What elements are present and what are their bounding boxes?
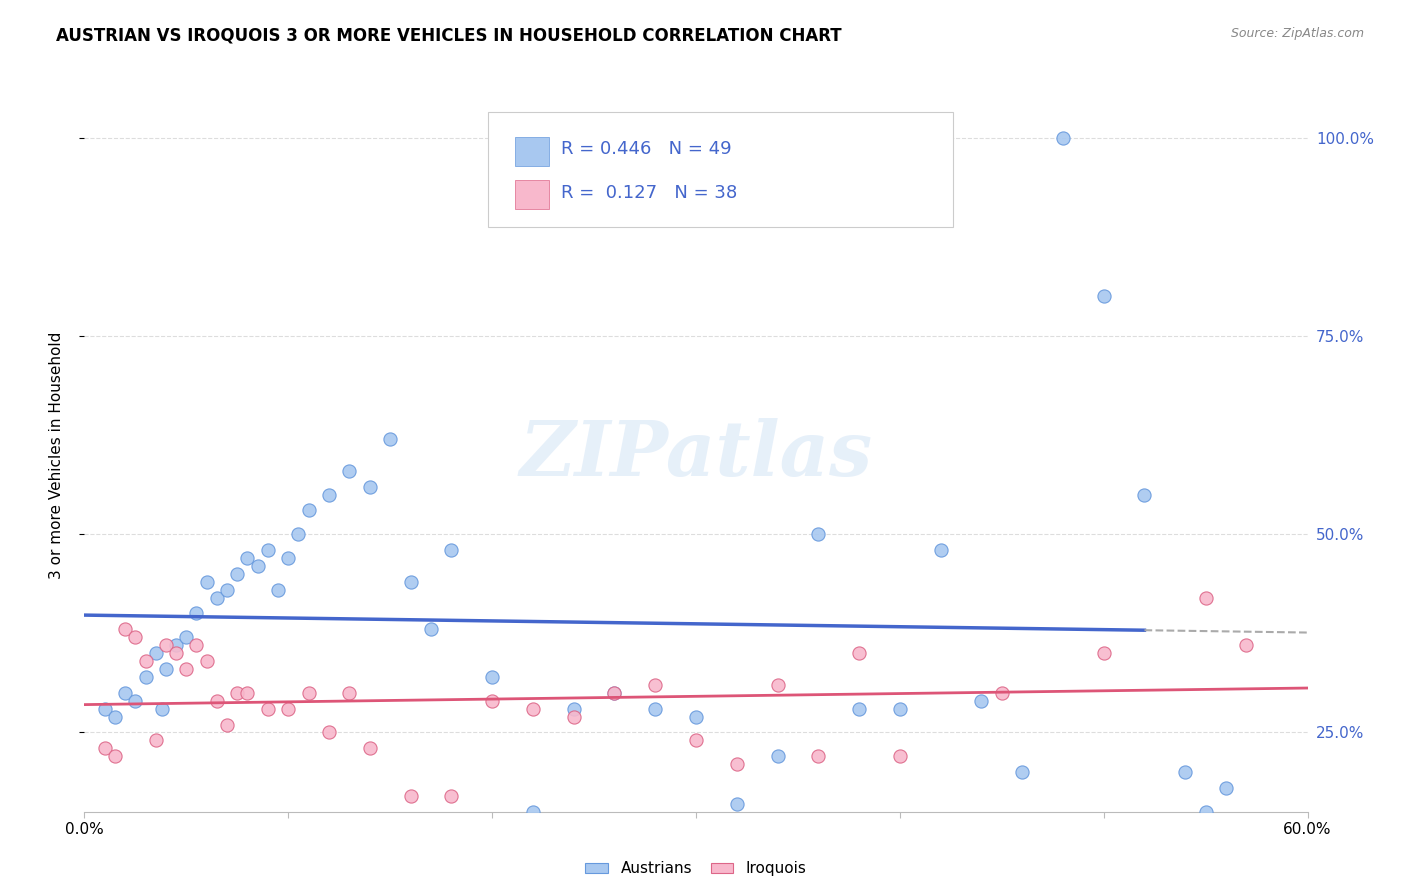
Point <box>481 670 503 684</box>
Point <box>267 582 290 597</box>
Point <box>766 749 789 764</box>
FancyBboxPatch shape <box>515 180 550 209</box>
Point <box>1195 591 1218 605</box>
Point <box>145 646 167 660</box>
Point <box>186 638 208 652</box>
Point <box>603 686 626 700</box>
Point <box>644 678 666 692</box>
Point <box>889 749 911 764</box>
Point <box>685 733 707 747</box>
Point <box>440 789 463 803</box>
Point <box>440 543 463 558</box>
Text: Source: ZipAtlas.com: Source: ZipAtlas.com <box>1230 27 1364 40</box>
Text: R =  0.127   N = 38: R = 0.127 N = 38 <box>561 184 738 202</box>
Point <box>562 701 585 715</box>
Point <box>889 701 911 715</box>
Point <box>174 662 197 676</box>
Legend: Austrians, Iroquois: Austrians, Iroquois <box>579 855 813 882</box>
FancyBboxPatch shape <box>488 112 953 227</box>
Point <box>481 694 503 708</box>
Point <box>807 527 830 541</box>
Point <box>339 686 361 700</box>
Point <box>165 638 187 652</box>
Point <box>1236 638 1258 652</box>
Point <box>246 558 269 573</box>
Point <box>195 654 218 668</box>
Point <box>226 566 249 581</box>
Point <box>399 789 422 803</box>
Point <box>562 709 585 723</box>
Point <box>1133 487 1156 501</box>
Point <box>287 527 309 541</box>
Point <box>135 670 157 684</box>
Point <box>226 686 249 700</box>
Text: R = 0.446   N = 49: R = 0.446 N = 49 <box>561 141 733 159</box>
Point <box>522 805 544 819</box>
Point <box>766 678 789 692</box>
Point <box>1092 646 1115 660</box>
Point <box>991 686 1014 700</box>
Y-axis label: 3 or more Vehicles in Household: 3 or more Vehicles in Household <box>49 331 63 579</box>
Point <box>298 503 321 517</box>
Point <box>150 701 173 715</box>
Point <box>848 646 870 660</box>
Point <box>155 638 177 652</box>
Point <box>420 623 443 637</box>
FancyBboxPatch shape <box>515 137 550 166</box>
Point <box>93 741 117 756</box>
Point <box>135 654 157 668</box>
Point <box>277 551 299 566</box>
Point <box>359 741 381 756</box>
Point <box>114 623 136 637</box>
Point <box>145 733 167 747</box>
Point <box>236 551 259 566</box>
Point <box>205 591 228 605</box>
Point <box>155 662 177 676</box>
Point <box>685 709 707 723</box>
Point <box>318 725 340 739</box>
Point <box>644 701 666 715</box>
Text: ZIPatlas: ZIPatlas <box>519 418 873 491</box>
Point <box>339 464 361 478</box>
Point <box>522 701 544 715</box>
Point <box>807 749 830 764</box>
Point <box>1215 780 1237 795</box>
Point <box>257 543 280 558</box>
Point <box>124 630 146 644</box>
Point <box>104 749 127 764</box>
Point <box>1195 805 1218 819</box>
Point <box>929 543 952 558</box>
Point <box>114 686 136 700</box>
Point <box>380 432 402 446</box>
Point <box>124 694 146 708</box>
Point <box>195 574 218 589</box>
Point <box>298 686 321 700</box>
Point <box>217 582 239 597</box>
Point <box>399 574 422 589</box>
Point <box>205 694 228 708</box>
Point <box>1174 765 1197 780</box>
Point <box>725 797 748 811</box>
Point <box>165 646 187 660</box>
Point <box>848 701 870 715</box>
Point <box>1052 130 1074 145</box>
Point <box>186 607 208 621</box>
Point <box>217 717 239 731</box>
Point <box>236 686 259 700</box>
Point <box>277 701 299 715</box>
Point <box>970 694 993 708</box>
Point <box>104 709 127 723</box>
Text: AUSTRIAN VS IROQUOIS 3 OR MORE VEHICLES IN HOUSEHOLD CORRELATION CHART: AUSTRIAN VS IROQUOIS 3 OR MORE VEHICLES … <box>56 27 842 45</box>
Point <box>359 480 381 494</box>
Point <box>93 701 117 715</box>
Point <box>174 630 197 644</box>
Point <box>1092 289 1115 303</box>
Point <box>725 757 748 772</box>
Point <box>318 487 340 501</box>
Point <box>603 686 626 700</box>
Point <box>1011 765 1033 780</box>
Point <box>257 701 280 715</box>
